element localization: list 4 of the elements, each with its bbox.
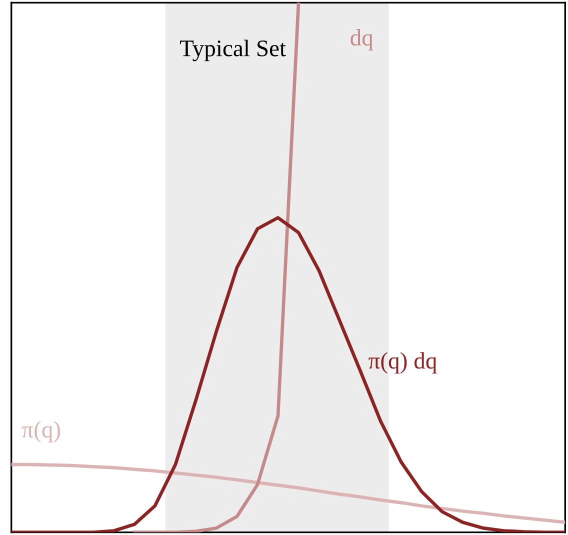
annotation: Typical Set (180, 40, 286, 62)
text: dq (350, 29, 373, 50)
series-label: π(q) dq (368, 352, 437, 374)
series-label: π(q) (22, 420, 60, 442)
